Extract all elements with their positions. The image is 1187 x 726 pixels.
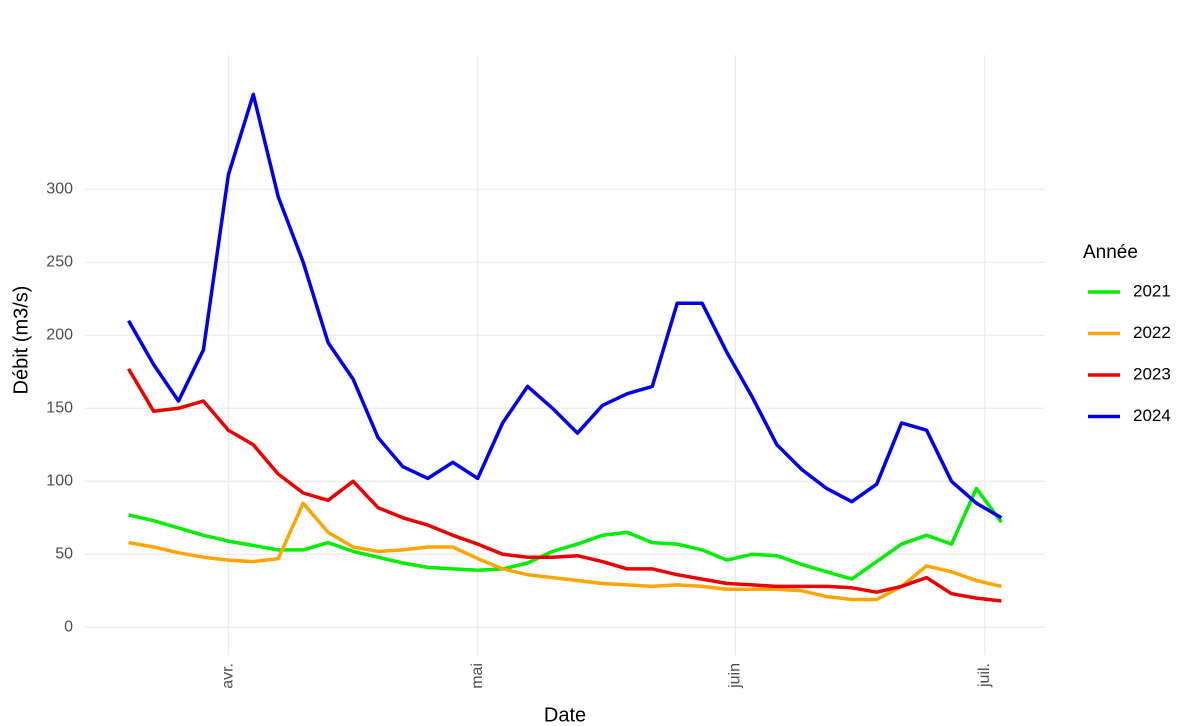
legend-label: 2023 (1133, 364, 1171, 383)
legend-title: Année (1083, 242, 1138, 263)
y-tick-label: 0 (64, 618, 73, 635)
y-tick-label: 300 (46, 181, 73, 198)
legend-label: 2022 (1133, 323, 1171, 342)
series-line (127, 92, 1003, 520)
x-tick-label: juil. (976, 663, 993, 688)
x-axis-title: Date (544, 704, 586, 726)
y-tick-label: 100 (46, 472, 73, 489)
y-tick-label: 150 (46, 400, 73, 417)
series-line (128, 501, 1002, 602)
legend-label: 2024 (1133, 406, 1171, 425)
y-tick-label: 50 (55, 545, 73, 562)
y-tick-label: 250 (46, 254, 73, 271)
x-tick-label: mai (469, 663, 486, 689)
legend-label: 2021 (1133, 281, 1171, 300)
y-tick-label: 200 (46, 327, 73, 344)
x-tick-label: juin (727, 663, 744, 689)
y-axis-title: Débit (m3/s) (10, 286, 32, 395)
x-tick-label: avr. (220, 663, 237, 689)
series-line (127, 368, 1002, 603)
series-line (128, 486, 1003, 581)
